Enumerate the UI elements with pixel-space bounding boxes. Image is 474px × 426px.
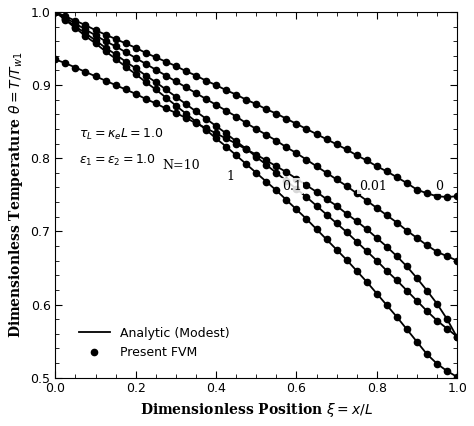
Text: 0.01: 0.01	[359, 179, 387, 193]
Text: 0.1: 0.1	[283, 179, 302, 193]
Text: 0: 0	[435, 179, 443, 193]
Legend: Analytic (Modest), Present FVM: Analytic (Modest), Present FVM	[73, 322, 235, 364]
Text: $\varepsilon_1 = \varepsilon_2 = 1.0$: $\varepsilon_1 = \varepsilon_2 = 1.0$	[80, 153, 156, 168]
Text: N=10: N=10	[163, 159, 200, 172]
Y-axis label: Dimensionless Temperature $\theta = T / T_{w1}$: Dimensionless Temperature $\theta = T / …	[7, 52, 25, 338]
Text: $\tau_L = \kappa_e L = 1.0$: $\tau_L = \kappa_e L = 1.0$	[80, 127, 164, 142]
Text: 1: 1	[226, 170, 234, 183]
X-axis label: Dimensionless Position $\xi = x / L$: Dimensionless Position $\xi = x / L$	[140, 401, 373, 419]
